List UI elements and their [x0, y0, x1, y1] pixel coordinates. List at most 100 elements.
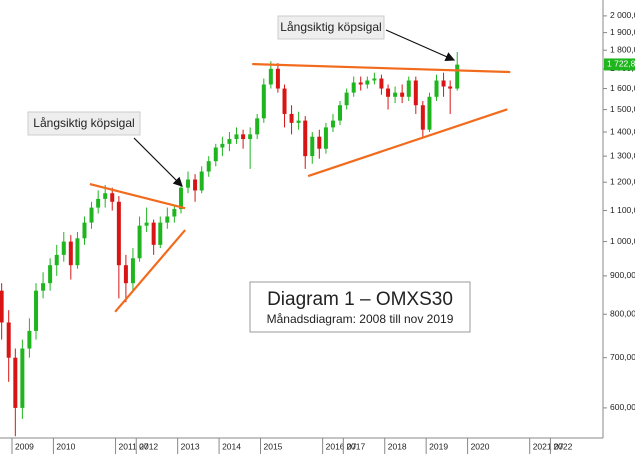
x-tick-label: 2017: [346, 441, 365, 451]
candle-body: [255, 118, 260, 135]
candle-body: [130, 258, 135, 284]
candle-body: [110, 193, 115, 202]
candle-body: [213, 147, 218, 162]
candle-body: [75, 238, 80, 266]
y-tick-label: 1 000,00: [610, 236, 635, 246]
candle-body: [420, 105, 425, 130]
candle-body: [0, 290, 4, 323]
y-tick-label: 600,00: [610, 402, 635, 412]
annotation-box: [27, 111, 141, 136]
y-tick-label: 1 500,00: [610, 104, 635, 114]
candle-body: [178, 187, 183, 210]
candle-body: [289, 113, 294, 123]
candle-body: [137, 225, 142, 259]
candle-body: [61, 241, 66, 255]
candle-body: [400, 92, 405, 97]
candle-body: [393, 92, 398, 97]
x-tick-label: 2016 07: [326, 441, 357, 451]
x-tick-label: 2014: [222, 441, 241, 451]
x-tick-label: 2012: [139, 441, 158, 451]
y-tick-label: 800,00: [610, 308, 635, 318]
annotation: Långsiktig köpsigal: [33, 116, 134, 130]
candle-body: [406, 80, 411, 97]
x-tick-label: 2019: [429, 441, 448, 451]
candle-body: [323, 127, 328, 149]
y-tick-label: 1 800,00: [610, 44, 635, 54]
trendline: [252, 62, 511, 74]
candle-body: [241, 134, 246, 140]
trendline: [307, 108, 508, 178]
chart-subtitle: Månadsdiagram: 2008 till nov 2019: [267, 312, 454, 326]
candle-body: [248, 134, 253, 140]
candle-body: [427, 96, 432, 130]
candle-body: [317, 136, 322, 149]
arrow: [133, 137, 183, 187]
candle-body: [13, 357, 18, 408]
x-tick-label: 2022: [553, 441, 572, 451]
x-tick-label: 2010: [56, 441, 75, 451]
candle-body: [268, 68, 273, 85]
candle-body: [54, 254, 59, 266]
y-tick-label: 1 400,00: [610, 126, 635, 136]
y-tick-label: 1 200,00: [610, 176, 635, 186]
candle-body: [310, 136, 315, 157]
candle-body: [20, 348, 25, 408]
candle-body: [365, 80, 370, 85]
candle-body: [379, 78, 384, 89]
candle-body: [338, 105, 343, 121]
x-tick-label: 2013: [181, 441, 200, 451]
candle-body: [199, 171, 204, 191]
last-price-label: 1 722,8: [607, 59, 635, 69]
y-tick-label: 900,00: [610, 270, 635, 280]
candle-body: [27, 330, 32, 349]
y-tick-label: 1 600,00: [610, 83, 635, 93]
trendline: [89, 183, 186, 210]
candle-body: [158, 222, 163, 245]
x-tick-label: 2020: [471, 441, 490, 451]
candle-body: [330, 120, 335, 128]
y-tick-label: 1 300,00: [610, 150, 635, 160]
annotation-box: [277, 15, 385, 40]
candle-body: [220, 143, 225, 148]
candle-body: [455, 64, 460, 89]
candle-body: [151, 222, 156, 245]
candle-body: [193, 179, 198, 191]
candle-body: [386, 88, 391, 97]
candle-body: [372, 78, 377, 81]
candle-body: [68, 241, 73, 266]
y-tick-label: 700,00: [610, 352, 635, 362]
candle-body: [144, 222, 149, 226]
trendline: [114, 229, 186, 313]
candle-body: [116, 201, 121, 266]
candle-body: [123, 265, 128, 284]
candle-body: [206, 161, 211, 172]
candle-body: [234, 134, 239, 140]
candle-body: [344, 92, 349, 106]
candle-body: [296, 120, 301, 123]
y-tick-label: 2 000,00: [610, 10, 635, 20]
candle-body: [82, 222, 87, 239]
candle-body: [186, 179, 191, 188]
candle-body: [96, 198, 101, 208]
candle-body: [172, 209, 177, 217]
candle-body: [165, 216, 170, 223]
candle-body: [413, 80, 418, 106]
candle-body: [441, 80, 446, 87]
title-box: [249, 281, 471, 333]
x-tick-label: 2009: [15, 441, 34, 451]
candle-body: [448, 86, 453, 89]
last-price-marker: [604, 58, 635, 71]
arrow: [385, 29, 456, 62]
candle-body: [48, 265, 53, 284]
candle-body: [282, 88, 287, 114]
candle-body: [89, 207, 94, 223]
x-tick-label: 2018: [388, 441, 407, 451]
annotation: Långsiktig köpsigal: [280, 20, 381, 34]
candle-body: [103, 193, 108, 199]
candle-body: [351, 82, 356, 93]
candle-body: [227, 139, 232, 144]
y-tick-label: 1 900,00: [610, 27, 635, 37]
candle-body: [34, 290, 39, 331]
candle-body: [303, 120, 308, 157]
